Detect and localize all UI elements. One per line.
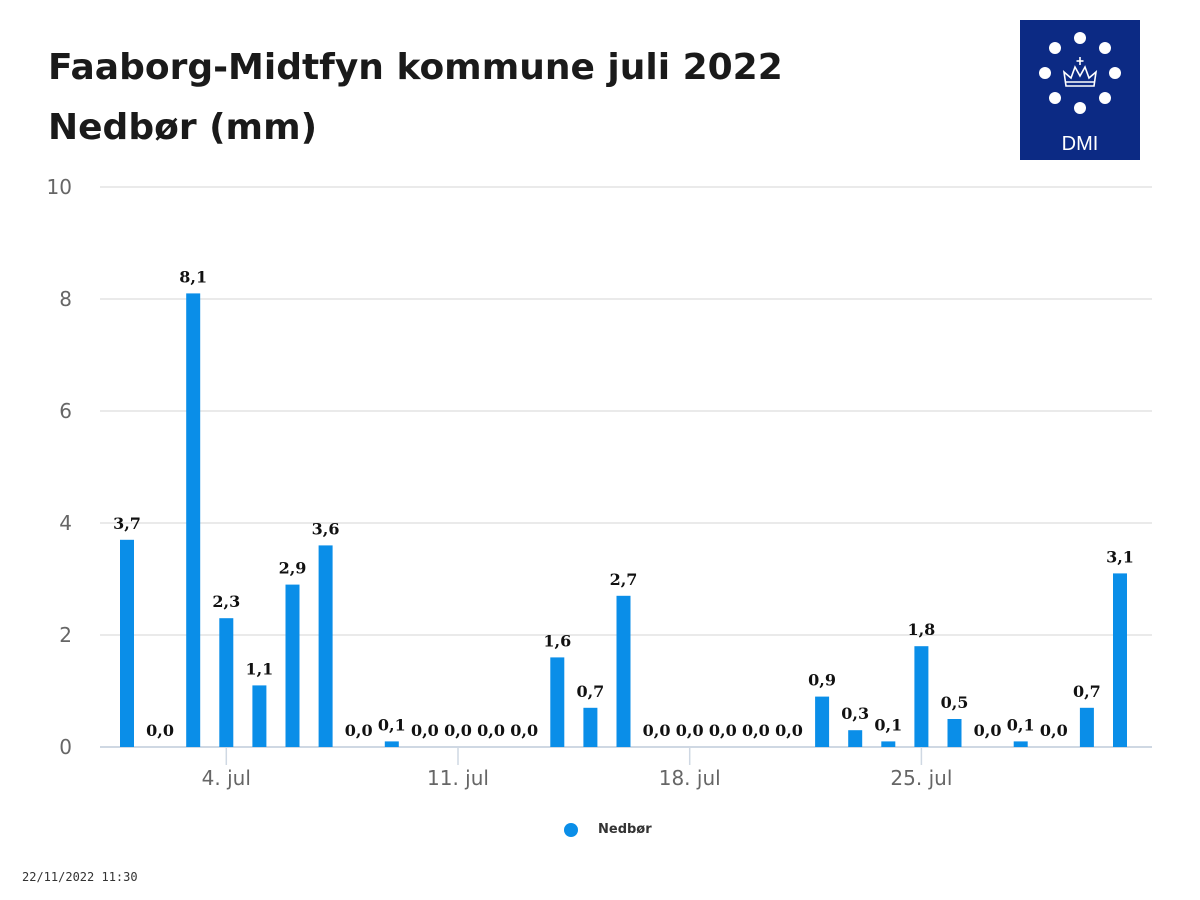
data-label: 2,7 xyxy=(610,570,638,589)
bar[interactable] xyxy=(1113,573,1127,747)
bar[interactable] xyxy=(947,719,962,747)
y-tick-label: 2 xyxy=(59,623,72,647)
legend[interactable]: Nedbør xyxy=(564,822,652,837)
data-label: 0,0 xyxy=(709,721,737,740)
chart-title-line1: Faaborg-Midtfyn kommune juli 2022 xyxy=(48,47,783,88)
data-label: 8,1 xyxy=(179,267,207,286)
dmi-logo-dots xyxy=(1039,32,1121,114)
bar-series xyxy=(120,293,1127,747)
data-label: 0,1 xyxy=(378,715,406,734)
y-tick-label: 4 xyxy=(59,511,72,535)
data-label: 0,0 xyxy=(510,721,538,740)
y-tick-label: 10 xyxy=(47,175,72,199)
x-tick-label: 18. jul xyxy=(659,766,721,790)
bar[interactable] xyxy=(616,595,631,747)
data-label: 0,0 xyxy=(411,721,439,740)
data-label: 0,0 xyxy=(345,721,373,740)
data-label: 0,0 xyxy=(444,721,472,740)
x-axis-ticks: 4. jul 11. jul 18. jul 25. jul xyxy=(202,747,952,790)
data-label: 2,3 xyxy=(212,592,240,611)
data-label: 0,0 xyxy=(775,721,803,740)
bar[interactable] xyxy=(186,293,201,747)
data-label: 0,0 xyxy=(477,721,505,740)
x-tick-label: 4. jul xyxy=(202,766,251,790)
x-tick-label: 25. jul xyxy=(890,766,952,790)
dmi-logo-text: DMI xyxy=(1062,133,1099,155)
bar[interactable] xyxy=(550,657,565,747)
data-label: 0,0 xyxy=(146,721,174,740)
bar[interactable] xyxy=(285,584,300,747)
bar[interactable] xyxy=(914,646,929,747)
x-tick-label: 11. jul xyxy=(427,766,489,790)
data-label: 0,7 xyxy=(1073,682,1101,701)
chart-title-line2: Nedbør (mm) xyxy=(48,107,318,148)
data-label: 1,6 xyxy=(543,631,571,650)
data-label: 2,9 xyxy=(279,559,307,578)
bar[interactable] xyxy=(120,539,134,747)
chart-title: Faaborg-Midtfyn kommune juli 2022 Nedbør… xyxy=(48,38,783,158)
data-label: 0,1 xyxy=(1007,715,1035,734)
legend-label: Nedbør xyxy=(598,822,652,837)
bar[interactable] xyxy=(384,741,399,747)
data-label: 0,0 xyxy=(643,721,671,740)
y-tick-label: 8 xyxy=(59,287,72,311)
data-label: 0,0 xyxy=(676,721,704,740)
bar[interactable] xyxy=(318,545,333,747)
bar[interactable] xyxy=(848,730,863,747)
data-label: 1,8 xyxy=(907,620,935,639)
data-label: 3,7 xyxy=(113,514,141,533)
data-label: 0,0 xyxy=(1040,721,1068,740)
legend-marker xyxy=(564,822,578,837)
bar[interactable] xyxy=(219,618,234,747)
data-label: 0,5 xyxy=(941,693,969,712)
y-tick-label: 0 xyxy=(59,735,72,759)
data-labels: 3,7 0,0 8,1 2,3 1,1 2,9 3,6 0,0 0,1 0,0 0,0 0,0 0,0 1… xyxy=(113,267,1134,740)
bar[interactable] xyxy=(815,696,830,747)
bar[interactable] xyxy=(583,707,598,747)
bar[interactable] xyxy=(1079,707,1094,747)
crown-icon xyxy=(1062,57,1098,87)
data-label: 0,3 xyxy=(841,704,869,723)
data-label: 3,6 xyxy=(312,519,340,538)
data-label: 1,1 xyxy=(245,659,273,678)
data-label: 0,7 xyxy=(576,682,604,701)
y-tick-label: 6 xyxy=(59,399,72,423)
data-label: 0,9 xyxy=(808,671,836,690)
data-label: 0,0 xyxy=(974,721,1002,740)
bar[interactable] xyxy=(252,685,267,747)
data-label: 0,1 xyxy=(874,715,902,734)
timestamp: 22/11/2022 11:30 xyxy=(22,870,138,884)
bar[interactable] xyxy=(1013,741,1028,747)
data-label: 0,0 xyxy=(742,721,770,740)
dmi-logo: DMI xyxy=(1020,20,1140,160)
bar[interactable] xyxy=(881,741,896,747)
data-label: 3,1 xyxy=(1106,547,1134,566)
y-axis-ticks: 0 2 4 6 8 10 xyxy=(47,175,72,759)
